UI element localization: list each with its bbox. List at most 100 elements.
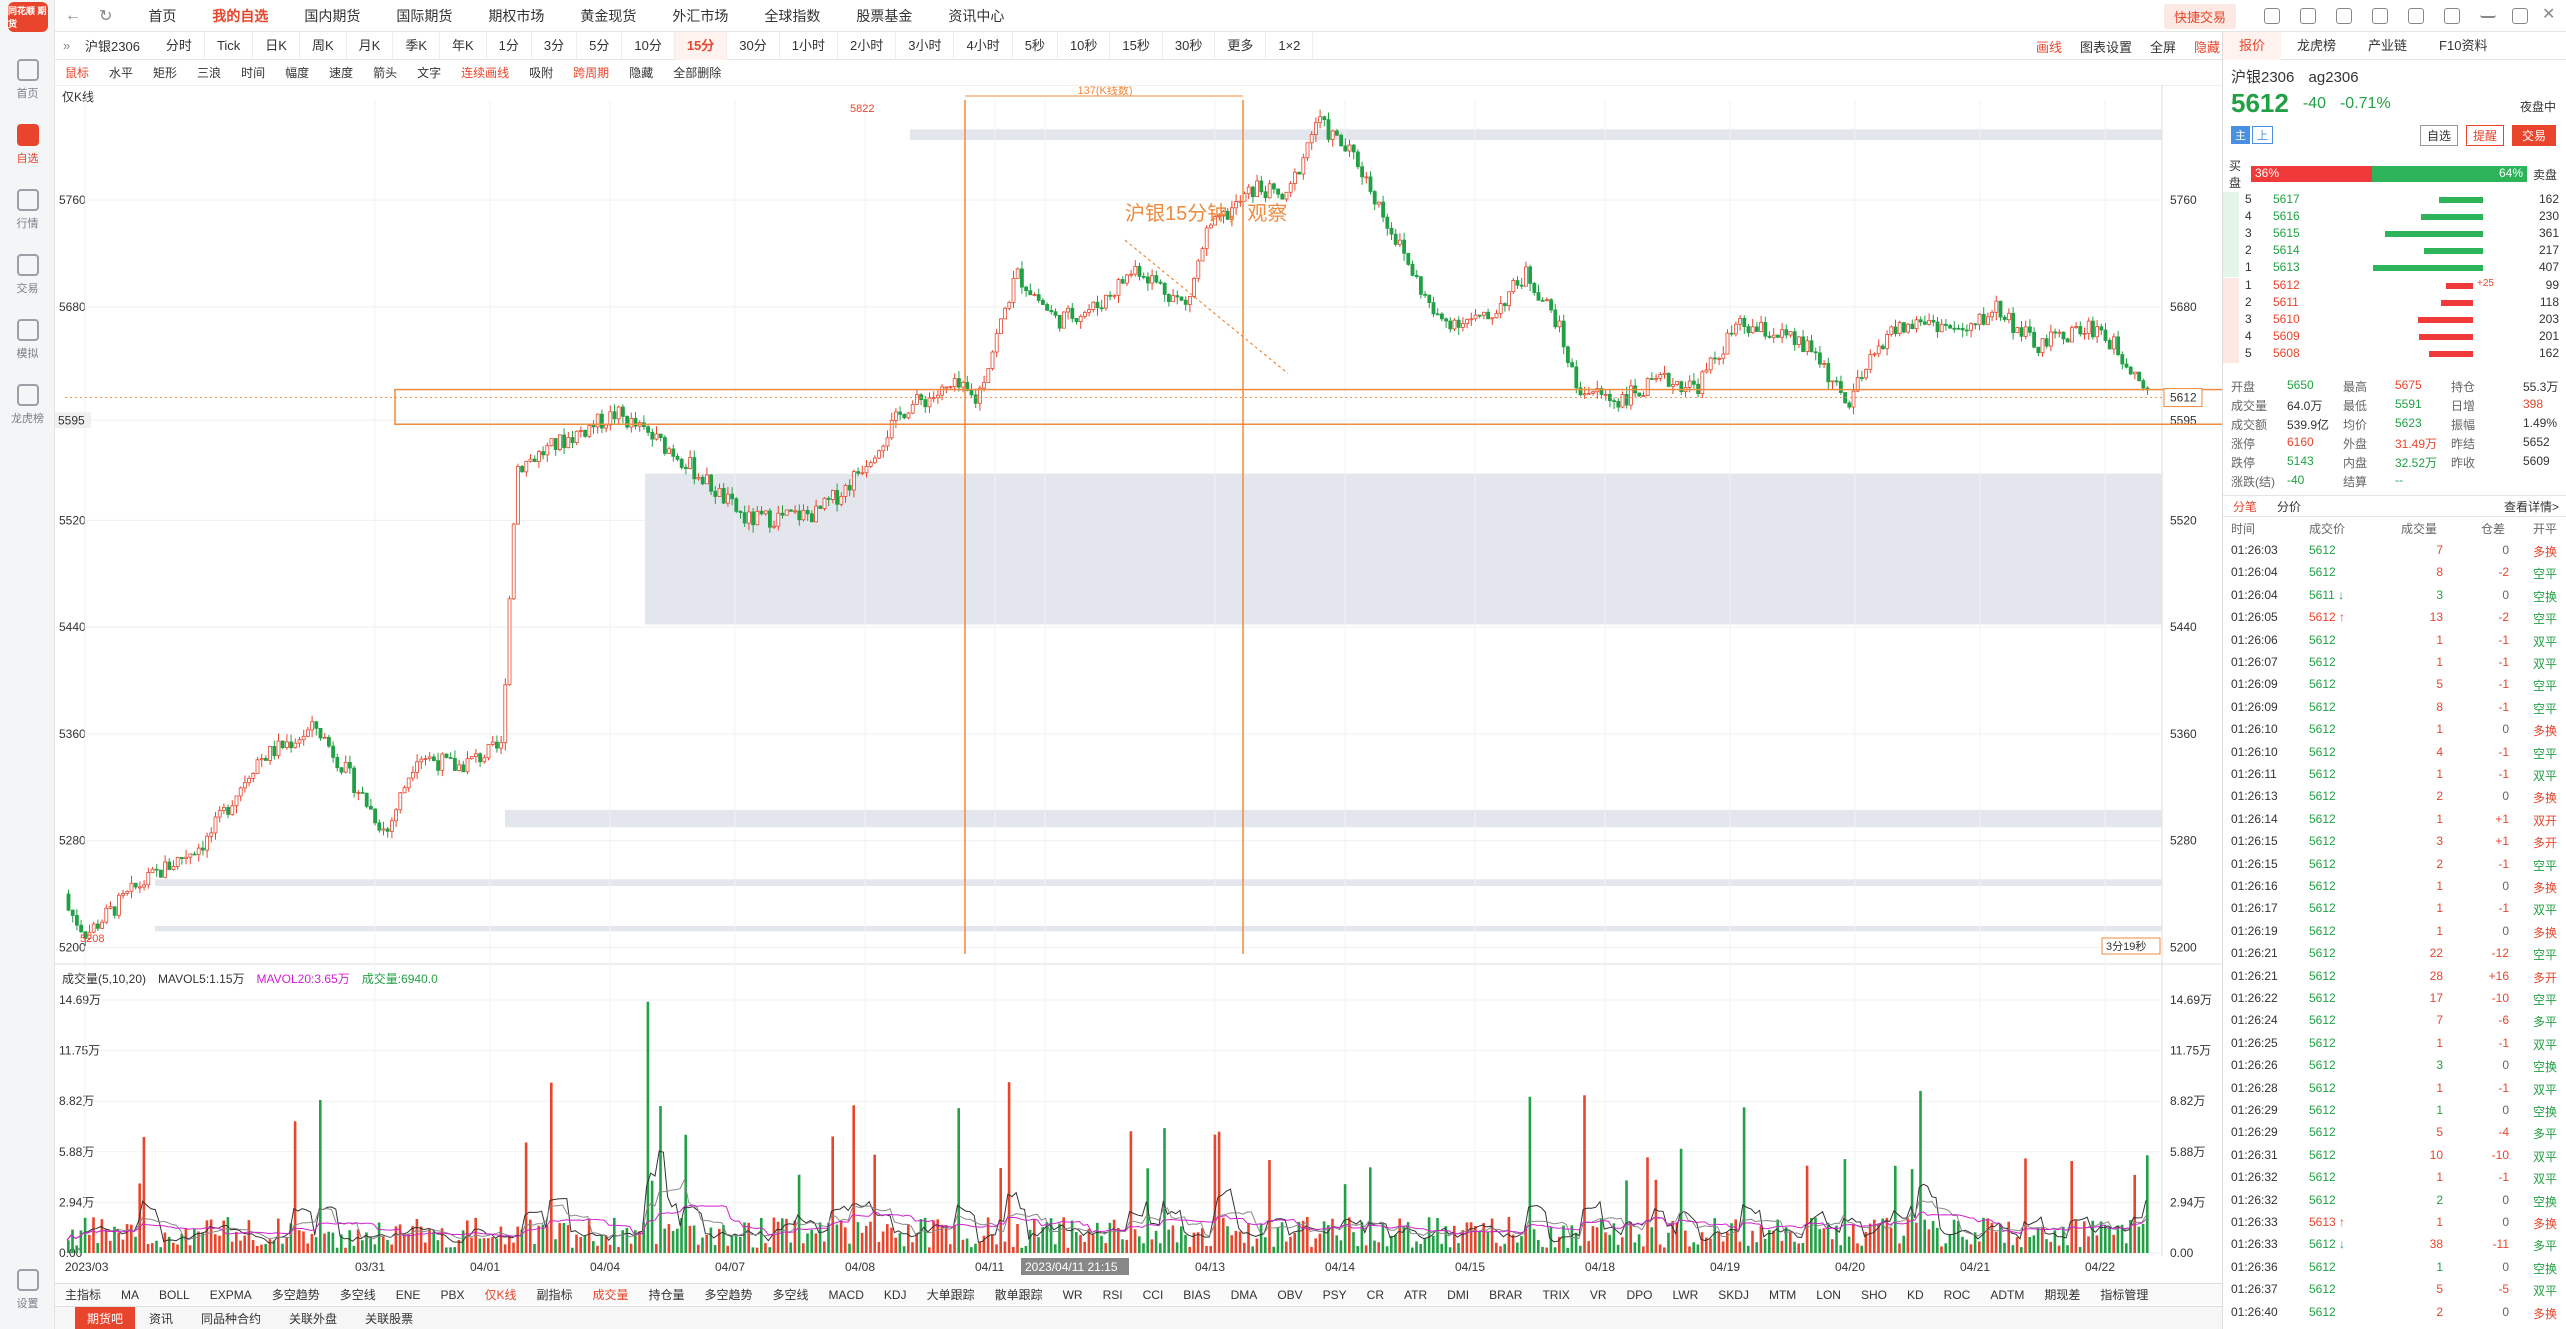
indicator-tab-13[interactable]: 多空线 xyxy=(772,1288,809,1302)
nav-stock-fund[interactable]: 股票基金 xyxy=(856,7,913,24)
tab-ticks[interactable]: 分笔 xyxy=(2233,499,2258,514)
draw-tool-10[interactable]: 吸附 xyxy=(529,66,554,80)
indicator-tab-11[interactable]: 持仓量 xyxy=(648,1288,685,1302)
minimize-icon[interactable] xyxy=(2480,8,2496,18)
chart-settings-button[interactable]: 图表设置 xyxy=(2079,39,2132,55)
indicator-tab-1[interactable]: MA xyxy=(121,1287,140,1302)
indicator-tab-4[interactable]: 多空趋势 xyxy=(271,1288,320,1302)
ask-price[interactable]: 5615 xyxy=(2273,226,2300,240)
ask-price[interactable]: 5617 xyxy=(2273,192,2300,206)
indicator-tab-33[interactable]: SKDJ xyxy=(1718,1287,1749,1302)
indicator-tab-39[interactable]: ADTM xyxy=(1990,1287,2025,1302)
sidebar-item-watchlist[interactable]: 自选 xyxy=(0,115,55,175)
collapse-icon[interactable]: » xyxy=(63,38,71,53)
sidebar-item-dragon[interactable]: 龙虎榜 xyxy=(0,375,55,435)
draw-tool-9[interactable]: 连续画线 xyxy=(461,66,510,80)
draw-tool-2[interactable]: 矩形 xyxy=(153,66,178,80)
tab-f10[interactable]: F10资料 xyxy=(2439,37,2488,53)
draw-tool-13[interactable]: 全部删除 xyxy=(673,66,722,80)
timeframe-9[interactable]: 5分 xyxy=(577,31,623,60)
nav-intl-futures[interactable]: 国际期货 xyxy=(396,7,453,24)
tab-quote[interactable]: 报价 xyxy=(2223,31,2282,60)
timeframe-16[interactable]: 4小时 xyxy=(954,31,1013,60)
indicator-tab-12[interactable]: 多空趋势 xyxy=(704,1288,753,1302)
user-icon[interactable] xyxy=(2372,8,2388,24)
bell-icon[interactable] xyxy=(2300,8,2316,24)
indicator-tab-8[interactable]: 仅K线 xyxy=(484,1288,517,1302)
nav-watchlist[interactable]: 我的自选 xyxy=(212,7,269,24)
sidebar-item-market[interactable]: 行情 xyxy=(0,180,55,240)
nav-global-index[interactable]: 全球指数 xyxy=(764,7,821,24)
timeframe-13[interactable]: 1小时 xyxy=(780,31,838,60)
back-icon[interactable]: ← xyxy=(65,6,81,24)
menu-icon[interactable] xyxy=(2444,8,2460,24)
timeframe-3[interactable]: 周K xyxy=(300,31,347,60)
timeframe-7[interactable]: 1分 xyxy=(487,31,532,60)
bid-price[interactable]: 5608 xyxy=(2273,346,2300,360)
draw-line-button[interactable]: 画线 xyxy=(2035,39,2062,55)
indicator-tab-5[interactable]: 多空线 xyxy=(339,1288,376,1302)
draw-tool-6[interactable]: 速度 xyxy=(329,66,354,80)
indicator-tab-41[interactable]: 指标管理 xyxy=(2100,1288,2149,1302)
indicator-tab-40[interactable]: 期现差 xyxy=(2044,1288,2081,1302)
timeframe-15[interactable]: 3小时 xyxy=(896,31,955,60)
bottom-tab-3[interactable]: 关联外盘 xyxy=(289,1311,338,1326)
bottom-tab-1[interactable]: 资讯 xyxy=(149,1311,174,1326)
nav-news[interactable]: 资讯中心 xyxy=(948,7,1005,24)
chart-annotation[interactable]: 沪银15分钟，观察 xyxy=(1125,202,1287,225)
support-zone-box[interactable] xyxy=(394,388,2230,426)
bid-price[interactable]: 5610 xyxy=(2273,312,2300,326)
close-icon[interactable]: ✕ xyxy=(2542,6,2556,23)
timeframe-0[interactable]: 分时 xyxy=(154,31,205,60)
refresh-icon[interactable]: ↻ xyxy=(99,7,113,25)
fullscreen-button[interactable]: 全屏 xyxy=(2149,39,2176,55)
trend-line[interactable] xyxy=(1124,239,1289,375)
timeframe-4[interactable]: 月K xyxy=(347,31,394,60)
indicator-tab-10[interactable]: 成交量 xyxy=(592,1288,629,1302)
indicator-tab-14[interactable]: MACD xyxy=(828,1287,864,1302)
bid-price[interactable]: 5611 xyxy=(2273,295,2299,309)
indicator-tab-28[interactable]: BRAR xyxy=(1489,1287,1523,1302)
timeframe-14[interactable]: 2小时 xyxy=(838,31,897,60)
indicator-tab-2[interactable]: BOLL xyxy=(159,1287,190,1302)
indicator-tab-24[interactable]: PSY xyxy=(1322,1287,1347,1302)
draw-tool-8[interactable]: 文字 xyxy=(417,66,442,80)
nav-gold-spot[interactable]: 黄金现货 xyxy=(580,7,637,24)
maximize-icon[interactable] xyxy=(2512,8,2528,24)
ask-price[interactable]: 5613 xyxy=(2273,260,2300,274)
sidebar-item-settings[interactable]: 设置 xyxy=(0,1260,55,1320)
indicator-tab-22[interactable]: DMA xyxy=(1230,1287,1258,1302)
bottom-tab-4[interactable]: 关联股票 xyxy=(365,1311,414,1326)
indicator-tab-38[interactable]: ROC xyxy=(1943,1287,1971,1302)
indicator-tab-21[interactable]: BIAS xyxy=(1183,1287,1211,1302)
ask-price[interactable]: 5616 xyxy=(2273,209,2300,223)
nav-domestic-futures[interactable]: 国内期货 xyxy=(304,7,361,24)
bottom-tab-0[interactable]: 期货吧 xyxy=(75,1306,136,1329)
indicator-tab-36[interactable]: SHO xyxy=(1860,1287,1887,1302)
draw-tool-5[interactable]: 幅度 xyxy=(285,66,310,80)
indicator-tab-0[interactable]: 主指标 xyxy=(65,1288,102,1302)
nav-home[interactable]: 首页 xyxy=(148,7,177,24)
ask-price[interactable]: 5614 xyxy=(2273,243,2300,257)
indicator-tab-6[interactable]: ENE xyxy=(395,1287,421,1302)
indicator-tab-23[interactable]: OBV xyxy=(1277,1287,1303,1302)
quick-trade-button[interactable]: 快捷交易 xyxy=(2163,4,2236,29)
app-logo[interactable]: 同花顺 期货 xyxy=(8,2,48,32)
trade-button[interactable]: 交易 xyxy=(2511,125,2556,146)
timeframe-2[interactable]: 日K xyxy=(253,31,300,60)
gift-icon[interactable] xyxy=(2408,8,2424,24)
indicator-tab-15[interactable]: KDJ xyxy=(883,1287,907,1302)
indicator-tab-31[interactable]: DPO xyxy=(1626,1287,1653,1302)
sidebar-item-simulate[interactable]: 模拟 xyxy=(0,310,55,370)
copy-icon[interactable] xyxy=(2264,8,2280,24)
mode-main[interactable]: 主 xyxy=(2231,126,2250,144)
draw-tool-1[interactable]: 水平 xyxy=(109,66,134,80)
nav-options[interactable]: 期权市场 xyxy=(488,7,545,24)
tab-dragon[interactable]: 龙虎榜 xyxy=(2297,37,2337,53)
bid-price[interactable]: 5612 xyxy=(2273,278,2300,292)
indicator-tab-30[interactable]: VR xyxy=(1589,1287,1607,1302)
hide-panel-button[interactable]: 隐藏 xyxy=(2193,39,2220,55)
indicator-tab-26[interactable]: ATR xyxy=(1404,1287,1428,1302)
indicator-tab-25[interactable]: CR xyxy=(1366,1287,1385,1302)
kline-chart[interactable]: 5760576056805680559555955520552054405440… xyxy=(55,86,2230,1283)
